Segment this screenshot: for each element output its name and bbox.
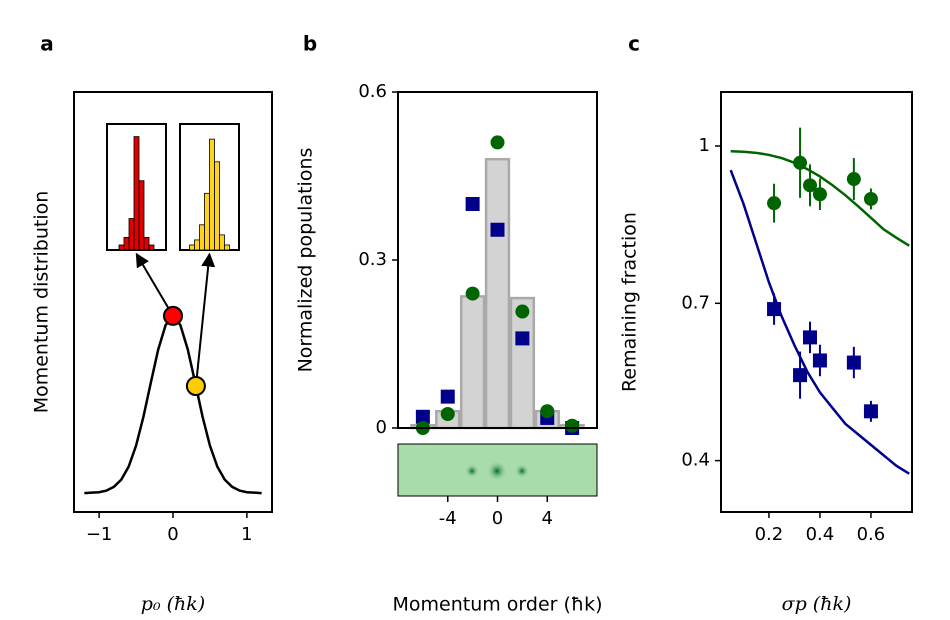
inset-bar: [133, 136, 140, 251]
axes-frame: [397, 91, 598, 429]
y-axis-label: Remaining fraction: [619, 212, 641, 392]
square-marker: [846, 355, 861, 370]
square-marker: [490, 222, 505, 237]
inset-bar: [143, 236, 150, 251]
inset-bar: [118, 244, 125, 251]
circle-marker: [440, 407, 455, 421]
arrow: [135, 252, 174, 317]
inset-bar: [209, 138, 215, 251]
y-tick-label: 0: [376, 417, 387, 438]
fit-curve: [729, 169, 910, 475]
point: [163, 305, 183, 326]
x-tick-label: 0: [492, 508, 503, 529]
inset-bar: [199, 224, 205, 251]
y-tick-label: 0.7: [681, 292, 710, 313]
y-tick-label: 0.6: [358, 81, 387, 102]
spot: [465, 464, 479, 478]
x-tick-label: −1: [86, 524, 113, 545]
x-tick-label: 0.2: [755, 524, 784, 545]
inset-bar: [224, 244, 230, 251]
x-tick-label: 4: [542, 508, 553, 529]
circle-marker: [465, 286, 480, 301]
panel-label: c: [628, 32, 640, 56]
circle-marker: [802, 178, 817, 193]
circle-marker: [863, 191, 878, 206]
x-tick-label: 0: [167, 524, 178, 545]
bar: [459, 295, 486, 430]
square-marker: [515, 331, 530, 346]
axes-frame: [73, 91, 273, 513]
circle-marker: [793, 155, 808, 170]
spot: [487, 461, 507, 481]
inset-bar: [214, 161, 220, 251]
square-marker: [863, 404, 878, 419]
y-tick-label: 0.3: [358, 249, 387, 270]
bar: [484, 157, 511, 430]
fit-curve: [730, 150, 910, 247]
y-tick-label: 0.4: [681, 450, 710, 471]
inset-bar: [148, 244, 155, 251]
inset-bar: [189, 244, 195, 251]
square-marker: [812, 353, 827, 368]
inset-bar: [128, 218, 135, 251]
x-axis-label: Momentum order (ħk): [392, 594, 602, 616]
x-axis-label: σp (ħk): [782, 593, 852, 615]
y-tick-label: 1: [699, 135, 710, 156]
inset-bar: [204, 192, 210, 251]
circle-marker: [540, 404, 555, 419]
axes-frame: [720, 91, 913, 513]
square-marker: [440, 389, 455, 404]
square-marker: [767, 302, 782, 317]
point: [185, 376, 206, 396]
inset-bar: [194, 239, 200, 251]
curve: [84, 313, 262, 495]
x-tick-label: 0.4: [806, 524, 835, 545]
square-marker: [802, 330, 817, 345]
spot: [515, 464, 529, 478]
panel-label: b: [303, 32, 317, 56]
square-marker: [415, 409, 430, 424]
x-axis-label: p₀ (ħk): [141, 593, 205, 615]
inset-bar: [138, 180, 145, 251]
circle-marker: [490, 135, 505, 150]
circle-marker: [846, 172, 861, 187]
x-tick-label: -4: [439, 508, 457, 529]
y-axis-label: Normalized populations: [295, 148, 317, 373]
circle-marker: [515, 304, 530, 319]
square-marker: [465, 197, 480, 211]
circle-marker: [812, 187, 827, 202]
arrow: [194, 252, 216, 387]
circle-marker: [767, 196, 782, 211]
y-axis-label: Momentum distribution: [31, 191, 53, 414]
inset-bar: [123, 236, 130, 251]
inset-bar: [219, 234, 225, 251]
x-tick-label: 1: [241, 524, 252, 545]
x-tick-label: 0.6: [857, 524, 886, 545]
panel-label: a: [40, 32, 54, 56]
circle-marker: [565, 418, 580, 433]
square-marker: [793, 368, 808, 383]
